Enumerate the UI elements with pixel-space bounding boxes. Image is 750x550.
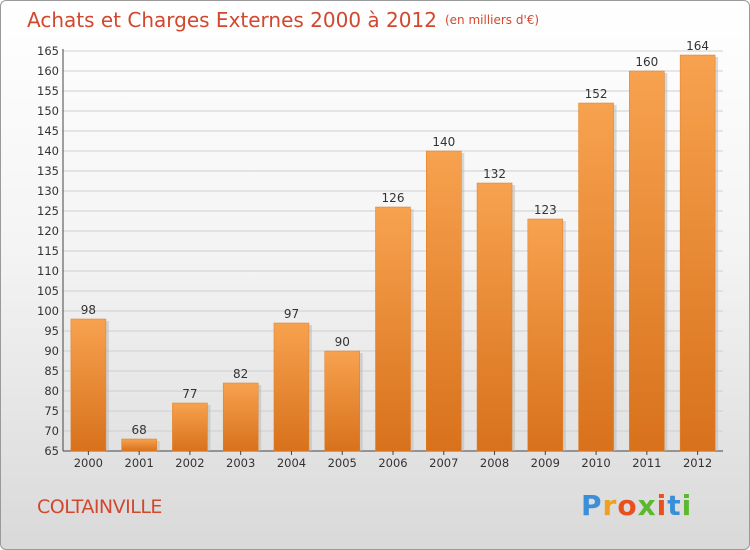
logo-letter: x [637, 489, 657, 522]
value-label: 90 [335, 335, 350, 349]
value-label: 123 [534, 203, 557, 217]
x-tick-label: 2008 [480, 456, 509, 470]
y-tick-label: 105 [37, 284, 59, 298]
value-label: 68 [132, 423, 147, 437]
x-tick-label: 2006 [378, 456, 407, 470]
y-tick-label: 70 [44, 424, 59, 438]
place-name: COLTAINVILLE [37, 496, 162, 518]
bar-2007 [426, 150, 462, 452]
bar-2004 [273, 322, 310, 452]
y-tick-label: 95 [44, 324, 59, 338]
y-tick-label: 80 [44, 384, 59, 398]
y-tick-label: 65 [44, 444, 59, 458]
bar-2009 [527, 218, 564, 452]
bar-2010 [578, 102, 614, 452]
bar-2006 [375, 206, 411, 452]
chart-title-text: Achats et Charges Externes 2000 à 2012 [27, 8, 437, 32]
logo-letter: i [681, 489, 693, 522]
x-tick-label: 2001 [125, 456, 154, 470]
y-tick-label: 150 [37, 104, 59, 118]
bar-2000 [70, 318, 107, 452]
value-label: 82 [233, 367, 248, 381]
value-label: 98 [81, 303, 96, 317]
x-tick-label: 2000 [74, 456, 103, 470]
y-tick-label: 85 [44, 364, 59, 378]
y-tick-label: 160 [37, 64, 59, 78]
y-tick-label: 140 [37, 144, 59, 158]
value-label: 164 [686, 39, 709, 53]
logo-letter: i [656, 489, 668, 522]
value-label: 97 [284, 307, 299, 321]
y-tick-label: 145 [37, 124, 59, 138]
x-tick-label: 2004 [277, 456, 306, 470]
y-tick-label: 155 [37, 84, 59, 98]
y-tick-label: 125 [37, 204, 59, 218]
logo-letter: o [617, 489, 638, 522]
x-tick-label: 2010 [581, 456, 610, 470]
x-tick-label: 2003 [226, 456, 255, 470]
y-tick-label: 165 [37, 44, 59, 58]
bar-2011 [629, 70, 665, 452]
value-label: 77 [182, 387, 197, 401]
y-tick-label: 90 [44, 344, 59, 358]
y-tick-label: 110 [37, 264, 59, 278]
value-label: 140 [432, 135, 455, 149]
logo-letter: P [581, 489, 603, 522]
bar-2001 [121, 438, 157, 452]
y-tick-label: 100 [37, 304, 59, 318]
bar-2008 [476, 182, 513, 452]
y-tick-label: 135 [37, 164, 59, 178]
chart-title: Achats et Charges Externes 2000 à 2012 (e… [27, 8, 539, 32]
y-tick-label: 115 [37, 244, 59, 258]
value-label: 132 [483, 167, 506, 181]
y-tick-label: 130 [37, 184, 59, 198]
value-label: 152 [585, 87, 608, 101]
value-label: 160 [635, 55, 658, 69]
x-tick-label: 2012 [683, 456, 712, 470]
x-tick-label: 2007 [429, 456, 458, 470]
logo-letter: t [667, 489, 682, 522]
bar-2012 [679, 54, 716, 452]
x-tick-label: 2009 [531, 456, 560, 470]
logo-letter: r [602, 489, 618, 522]
value-label: 126 [382, 191, 405, 205]
x-tick-label: 2005 [328, 456, 357, 470]
y-tick-label: 75 [44, 404, 59, 418]
y-tick-label: 120 [37, 224, 59, 238]
bar-2002 [172, 402, 208, 452]
bar-2005 [324, 350, 360, 452]
bar-2003 [222, 382, 259, 452]
proxiti-logo: Proxiti [581, 489, 692, 522]
chart-unit-label: (en milliers d'€) [444, 13, 540, 27]
x-tick-label: 2011 [632, 456, 661, 470]
x-tick-label: 2002 [175, 456, 204, 470]
